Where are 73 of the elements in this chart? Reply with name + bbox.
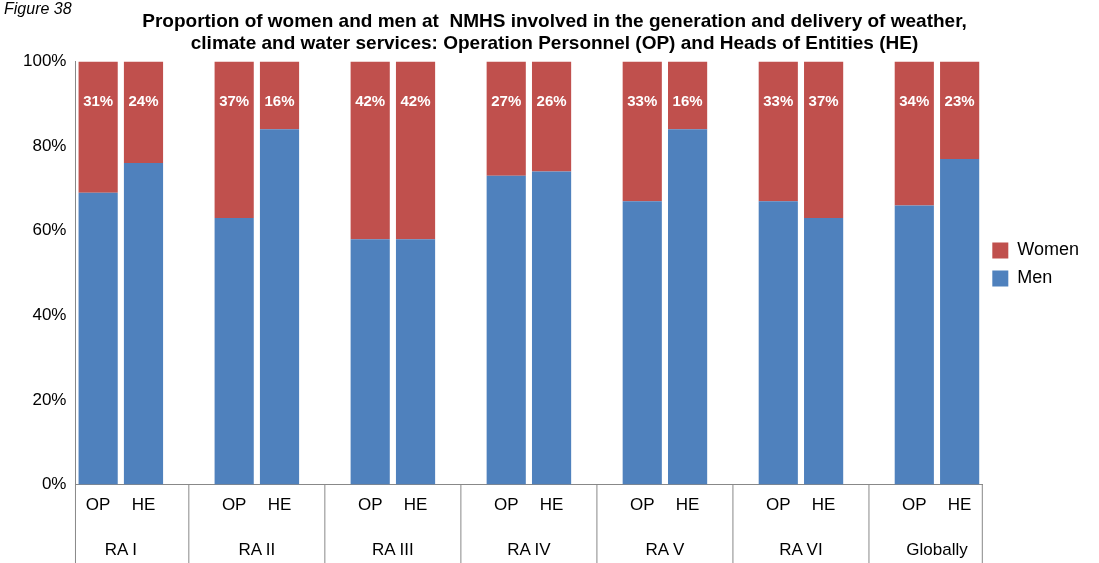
bar: [486, 175, 526, 485]
x-tick-label: OP: [765, 495, 791, 515]
bar: [940, 158, 980, 485]
bar: [78, 192, 118, 485]
bar: [486, 61, 526, 176]
bar: [123, 61, 164, 164]
bar: [214, 218, 254, 485]
bar: [350, 61, 390, 240]
text: RA II: [238, 540, 276, 560]
x-tick-label: HE: [811, 495, 836, 515]
y-tick-label: 0%: [41, 474, 67, 494]
bar: [622, 201, 662, 485]
bar: [123, 163, 164, 485]
bar: [758, 61, 798, 202]
bar: [894, 61, 934, 206]
bar: [531, 61, 572, 172]
text: RA I: [104, 540, 137, 560]
bar: [668, 129, 708, 485]
legend-label: Men: [1017, 267, 1053, 288]
bar: [531, 171, 572, 485]
data-label: 16%: [672, 91, 703, 109]
text: RA VI: [779, 540, 823, 560]
text: RA III: [372, 540, 414, 560]
y-tick-label: 80%: [32, 135, 67, 155]
bar: [350, 239, 390, 485]
bar: [395, 61, 436, 240]
data-label: 16%: [264, 91, 295, 109]
x-tick-label: HE: [539, 495, 564, 515]
chart-title: Proportion of women and men at NMHS involved in the generation and delivery of weather, climate and water services: Operation Personnel (OP) and Heads of Entities (HE): [142, 9, 967, 54]
data-label: 23%: [944, 91, 975, 109]
text: RA IV: [507, 540, 552, 560]
bar: [214, 61, 254, 219]
data-label: 26%: [536, 91, 567, 109]
y-tick-label: 100%: [23, 51, 67, 71]
y-tick-label: 20%: [32, 389, 67, 409]
data-label: 37%: [808, 91, 839, 109]
x-tick-label: OP: [221, 495, 247, 515]
x-tick-label: HE: [267, 495, 292, 515]
bar: [804, 218, 844, 485]
legend-label: Women: [1017, 239, 1080, 260]
data-label: 42%: [400, 91, 431, 109]
data-label: 34%: [899, 91, 930, 109]
data-label: 31%: [83, 91, 114, 109]
text: RA V: [645, 540, 685, 560]
bar: [259, 61, 300, 130]
data-label: 33%: [627, 91, 658, 109]
data-label: 33%: [763, 91, 794, 109]
bar: [78, 61, 118, 193]
x-tick-label: HE: [403, 495, 428, 515]
data-label: 24%: [128, 91, 159, 109]
caption: Figure 38: [4, 0, 72, 18]
x-tick-label: OP: [493, 495, 519, 515]
data-label: 27%: [491, 91, 522, 109]
bar: [622, 61, 662, 202]
bar: [668, 61, 708, 130]
bar: [940, 61, 980, 159]
x-tick-label: HE: [947, 495, 972, 515]
x-tick-label: OP: [629, 495, 655, 515]
text: Globally: [906, 540, 969, 560]
bar: [804, 61, 844, 219]
x-tick-label: HE: [131, 495, 156, 515]
bar: [259, 129, 300, 485]
bar: [758, 201, 798, 485]
x-tick-label: OP: [902, 495, 927, 515]
data-label: 42%: [355, 91, 386, 109]
y-tick-label: 40%: [32, 305, 67, 325]
y-tick-label: 60%: [32, 220, 67, 240]
x-tick-label: OP: [357, 495, 383, 515]
x-tick-label: HE: [675, 495, 700, 515]
bar: [894, 205, 934, 485]
x-tick-label: OP: [85, 495, 111, 515]
data-label: 37%: [219, 91, 250, 109]
bar: [395, 239, 436, 485]
